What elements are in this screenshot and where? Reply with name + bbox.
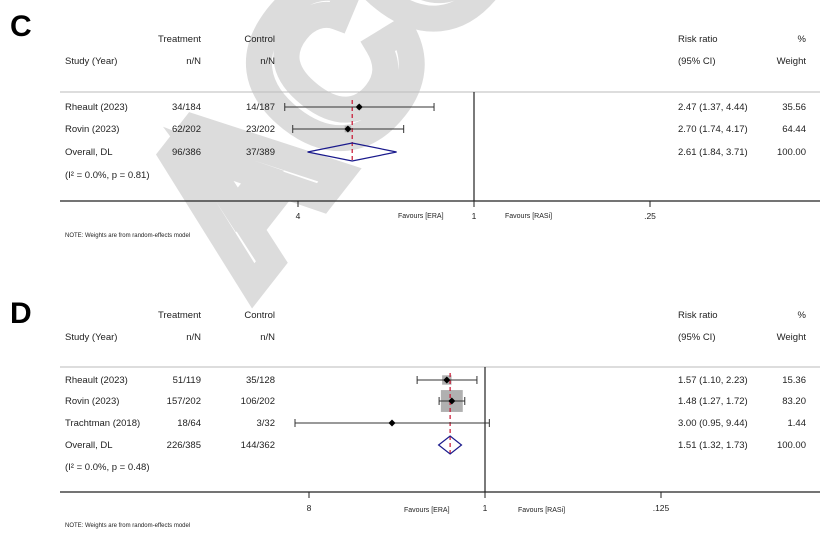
treatment-count: 157/202 <box>167 396 201 407</box>
favours-rasi-label: Favours [RASi] <box>505 213 552 220</box>
header-treatment: Treatment <box>158 34 201 45</box>
risk-ratio-ci: 1.57 (1.10, 2.23) <box>678 375 748 386</box>
panel-label: C <box>10 10 32 43</box>
study-name: Rovin (2023) <box>65 124 119 135</box>
overall-label: Overall, DL <box>65 147 113 158</box>
overall-treatment: 226/385 <box>167 440 201 451</box>
header-control: Control <box>244 34 275 45</box>
point-estimate <box>388 419 396 427</box>
study-name: Trachtman (2018) <box>65 418 140 429</box>
header-treatment: Treatment <box>158 310 201 321</box>
header-weight: Weight <box>777 332 807 343</box>
point-estimate <box>355 103 363 111</box>
overall-row: Overall, DL 226/385 144/362 1.51 (1.32, 1.7… <box>65 435 806 455</box>
header-risk-ratio: Risk ratio <box>678 310 718 321</box>
heterogeneity-stats: (I² = 0.0%, p = 0.48) <box>65 462 150 473</box>
forest-panel-c: C Treatment Control Study (Year) n/N n/N Risk … <box>10 10 820 239</box>
favours-era-label: Favours [ERA] <box>398 213 444 220</box>
header-percent: % <box>798 34 807 45</box>
overall-diamond <box>307 142 397 162</box>
header-study: Study (Year) <box>65 56 117 67</box>
header-treatment-nn: n/N <box>186 332 201 343</box>
header-percent: % <box>798 310 807 321</box>
header-treatment-nn: n/N <box>186 56 201 67</box>
forest-panel-d: D Treatment Control Study (Year) n/N n/N Risk … <box>10 297 820 529</box>
header-ci: (95% CI) <box>678 56 715 67</box>
x-tick-label: 1 <box>483 503 488 513</box>
study-row: Rheault (2023) 51/119 35/128 1.57 (1.10, 2.… <box>65 375 806 386</box>
header-control-nn: n/N <box>260 332 275 343</box>
control-count: 14/187 <box>246 102 275 113</box>
control-count: 23/202 <box>246 124 275 135</box>
panel-label: D <box>10 297 32 330</box>
risk-ratio-ci: 1.48 (1.27, 1.72) <box>678 396 748 407</box>
header-weight: Weight <box>777 56 807 67</box>
weights-note: NOTE: Weights are from random-effects mo… <box>65 233 190 239</box>
heterogeneity-stats: (I² = 0.0%, p = 0.81) <box>65 170 150 181</box>
overall-treatment: 96/386 <box>172 147 201 158</box>
study-row: Rovin (2023) 62/202 23/202 2.70 (1.74, 4.17… <box>65 124 806 135</box>
header-ci: (95% CI) <box>678 332 715 343</box>
weights-note: NOTE: Weights are from random-effects mo… <box>65 523 190 529</box>
favours-rasi-label: Favours [RASi] <box>518 507 565 514</box>
treatment-count: 62/202 <box>172 124 201 135</box>
overall-row: Overall, DL 96/386 37/389 2.61 (1.84, 3.71)… <box>65 142 806 162</box>
study-row: Trachtman (2018) 18/64 3/32 3.00 (0.95, 9.4… <box>65 418 806 429</box>
point-estimate <box>344 125 352 133</box>
risk-ratio-ci: 2.47 (1.37, 4.44) <box>678 102 748 113</box>
header-risk-ratio: Risk ratio <box>678 34 718 45</box>
control-count: 35/128 <box>246 375 275 386</box>
point-estimate <box>443 376 451 384</box>
overall-control: 144/362 <box>241 440 275 451</box>
control-count: 3/32 <box>257 418 276 429</box>
weight-value: 1.44 <box>788 418 807 429</box>
treatment-count: 34/184 <box>172 102 201 113</box>
x-tick-label: 8 <box>307 503 312 513</box>
overall-diamond <box>437 435 463 455</box>
point-estimate <box>448 397 456 405</box>
header-control-nn: n/N <box>260 56 275 67</box>
risk-ratio-ci: 2.70 (1.74, 4.17) <box>678 124 748 135</box>
weight-value: 15.36 <box>782 375 806 386</box>
favours-era-label: Favours [ERA] <box>404 507 450 514</box>
overall-risk-ratio-ci: 2.61 (1.84, 3.71) <box>678 147 748 158</box>
x-tick-label: 1 <box>472 211 477 221</box>
header-study: Study (Year) <box>65 332 117 343</box>
study-name: Rovin (2023) <box>65 396 119 407</box>
control-count: 106/202 <box>241 396 275 407</box>
overall-weight: 100.00 <box>777 440 806 451</box>
overall-risk-ratio-ci: 1.51 (1.32, 1.73) <box>678 440 748 451</box>
weight-value: 35.56 <box>782 102 806 113</box>
study-name: Rheault (2023) <box>65 375 128 386</box>
treatment-count: 51/119 <box>173 375 201 386</box>
overall-control: 37/389 <box>246 147 275 158</box>
watermark: ACCEPTED <box>100 0 826 318</box>
treatment-count: 18/64 <box>177 418 201 429</box>
weight-value: 64.44 <box>782 124 806 135</box>
weight-value: 83.20 <box>782 396 806 407</box>
x-tick-label: .25 <box>644 211 656 221</box>
risk-ratio-ci: 3.00 (0.95, 9.44) <box>678 418 748 429</box>
study-row: Rheault (2023) 34/184 14/187 2.47 (1.37, 4.… <box>65 102 806 113</box>
header-control: Control <box>244 310 275 321</box>
x-tick-label: .125 <box>653 503 670 513</box>
overall-weight: 100.00 <box>777 147 806 158</box>
study-row: Rovin (2023) 157/202 106/202 1.48 (1.27, 1.… <box>65 396 806 407</box>
x-tick-label: 4 <box>296 211 301 221</box>
overall-label: Overall, DL <box>65 440 113 451</box>
study-name: Rheault (2023) <box>65 102 128 113</box>
